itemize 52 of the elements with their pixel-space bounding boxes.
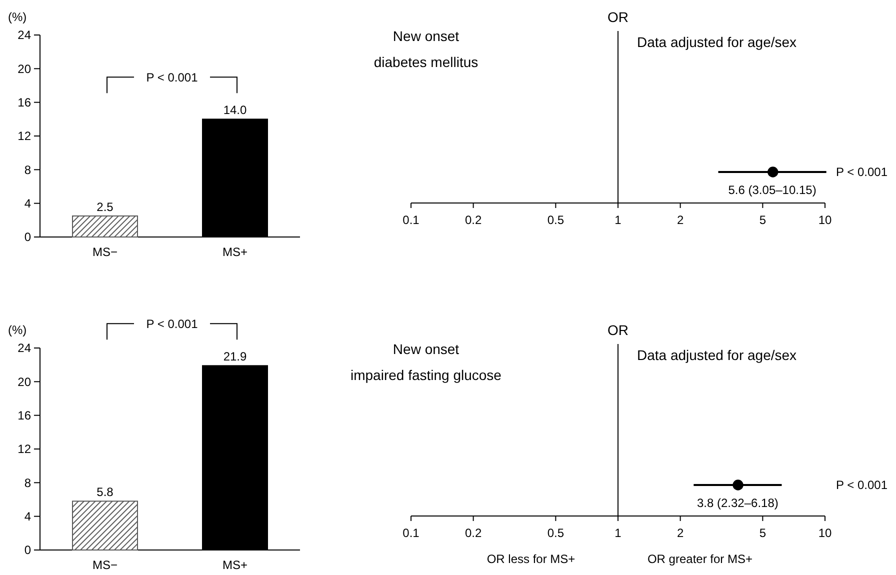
y-axis-title: (%) — [8, 323, 27, 337]
y-tick-label: 20 — [18, 374, 32, 389]
x-tick-label: 2 — [676, 526, 684, 540]
x-tick-label: 10 — [818, 213, 832, 227]
x-tick-label: 1 — [614, 526, 622, 540]
y-tick-label: 24 — [18, 28, 32, 42]
x-tick-label: 0.2 — [464, 213, 482, 227]
x-tick-label: 0.5 — [547, 526, 564, 540]
x-tick-label: 5 — [759, 526, 766, 540]
annotation: Data adjusted for age/sex — [637, 34, 797, 50]
y-tick-label: 8 — [24, 162, 32, 177]
annotation: P < 0.001 — [146, 70, 198, 84]
x-tick-label: 1 — [614, 213, 622, 227]
text: New onset diabetes mellitus — [374, 28, 478, 70]
annotation: Data adjusted for age/sex — [637, 347, 797, 363]
data-label: 3.8 (2.32–6.18) — [696, 496, 778, 510]
x-tick-label: 0.5 — [547, 213, 564, 227]
text: OR less for MS+ — [486, 552, 576, 566]
y-tick-label: 4 — [24, 510, 32, 524]
y-tick-label: 8 — [24, 476, 32, 490]
x-tick-label: MS− — [92, 245, 118, 259]
data-label: 2.5 — [96, 200, 114, 214]
y-tick-label: 16 — [18, 408, 32, 423]
y-tick-label: 4 — [24, 196, 32, 211]
y-tick-label: 12 — [18, 129, 32, 144]
text: P < 0.001 — [146, 316, 198, 331]
x-tick-label: 2 — [676, 213, 684, 227]
y-tick-label: 0 — [24, 230, 32, 244]
y-tick-label: 12 — [18, 442, 32, 456]
text: P < 0.001 — [836, 478, 888, 492]
data-label: 5.8 — [96, 485, 114, 500]
x-tick-label: 0.1 — [402, 213, 420, 227]
x-tick-label: MS+ — [222, 558, 248, 572]
y-axis-title: (%) — [8, 10, 27, 24]
text: OR greater for MS+ — [647, 552, 753, 566]
text: P < 0.001 — [836, 165, 888, 179]
ref-line-label: OR — [608, 322, 628, 338]
data-label: 5.6 (3.05–10.15) — [728, 183, 816, 197]
x-tick-label: 5 — [759, 213, 766, 227]
text: New onset impaired fasting glucose — [350, 341, 502, 383]
x-tick-label: 0.1 — [402, 526, 420, 540]
x-tick-label: MS+ — [222, 245, 248, 259]
ref-line-label: OR — [608, 9, 628, 25]
y-tick-label: 0 — [24, 543, 32, 558]
y-tick-label: 20 — [18, 62, 32, 76]
y-tick-label: 16 — [18, 96, 32, 110]
y-tick-label: 24 — [18, 341, 32, 356]
data-label: 21.9 — [223, 350, 247, 364]
x-tick-label: 0.2 — [464, 526, 482, 540]
x-tick-label: 10 — [818, 526, 832, 540]
data-label: 14.0 — [223, 103, 247, 118]
x-tick-label: MS− — [92, 558, 118, 572]
